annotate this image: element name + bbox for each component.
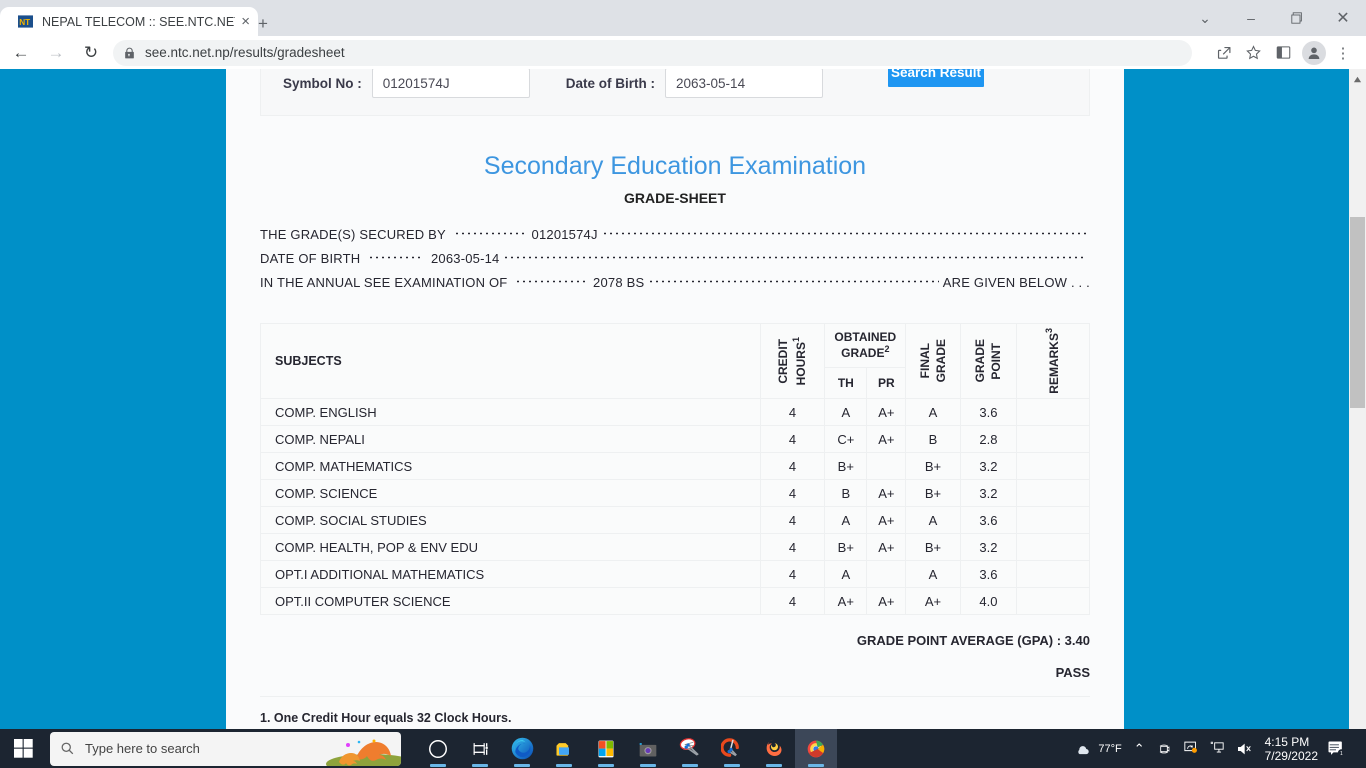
svg-text:1: 1 — [1340, 751, 1343, 757]
svg-text:NT: NT — [19, 18, 30, 27]
